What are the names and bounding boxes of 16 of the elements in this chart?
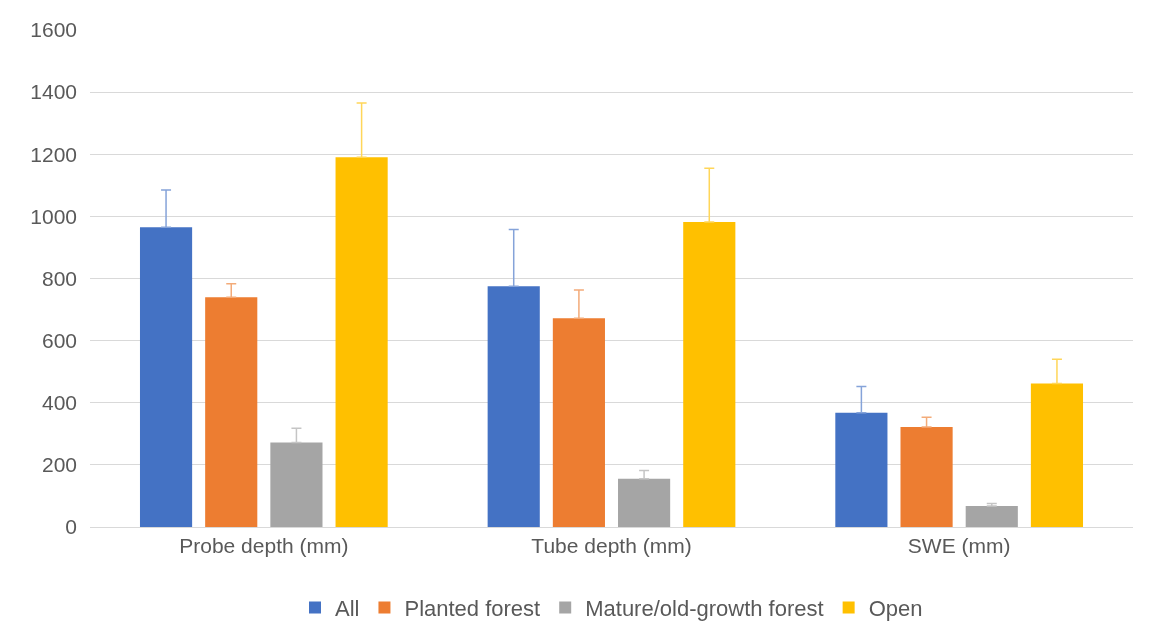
legend-label: Open: [868, 596, 923, 622]
x-tick-label: Tube depth (mm): [531, 534, 692, 558]
y-tick-label: 0: [65, 515, 77, 539]
y-tick-label: 1400: [30, 80, 77, 104]
x-tick-label: SWE (mm): [907, 534, 1011, 558]
y-tick-label: 1000: [30, 204, 77, 228]
y-tick-label: 1600: [30, 18, 77, 42]
y-tick-label: 400: [41, 391, 77, 415]
legend-label: Planted forest: [404, 596, 541, 622]
legend-label: All: [335, 596, 360, 622]
x-tick-label: Probe depth (mm): [179, 534, 349, 558]
legend-label: Mature/old-growth forest: [585, 596, 824, 622]
y-tick-label: 200: [41, 453, 77, 477]
y-tick-label: 1200: [30, 142, 77, 166]
y-tick-label: 800: [41, 266, 77, 290]
y-tick-label: 600: [41, 328, 77, 352]
